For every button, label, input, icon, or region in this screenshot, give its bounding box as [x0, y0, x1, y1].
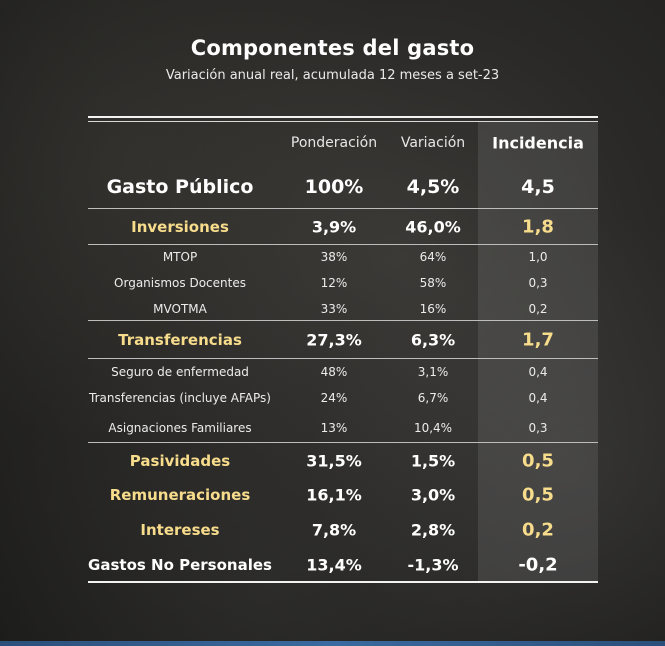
cell-incidencia: 0,2: [528, 302, 548, 316]
header-variacion: Variación: [400, 135, 466, 151]
cell-ponderacion: 27,3%: [306, 330, 362, 350]
cell-incidencia: 0,3: [528, 276, 548, 290]
cell-ponderacion: 33%: [320, 302, 348, 316]
row-label: Intereses: [140, 521, 220, 539]
table-bottom-rule: [88, 581, 598, 583]
header-ponderacion: Ponderación: [290, 135, 378, 151]
cell-variacion: 10,4%: [413, 421, 453, 435]
cell-incidencia: 4,5: [521, 176, 555, 198]
cell-ponderacion: 100%: [304, 176, 364, 198]
cell-incidencia: 0,5: [522, 484, 554, 506]
row-separator: [88, 358, 598, 359]
cell-incidencia: 1,7: [522, 329, 554, 351]
cell-incidencia: 1,8: [522, 216, 554, 238]
cell-ponderacion: 7,8%: [311, 520, 357, 540]
cell-variacion: 3,1%: [417, 365, 449, 379]
row-label: Remuneraciones: [109, 486, 251, 504]
cell-ponderacion: 16,1%: [306, 485, 362, 505]
cell-incidencia: 1,0: [528, 250, 548, 264]
cell-ponderacion: 48%: [320, 365, 348, 379]
table-top-rule: [88, 116, 598, 118]
cell-variacion: 58%: [419, 276, 447, 290]
cell-incidencia: 0,4: [528, 365, 548, 379]
row-label: Gastos No Personales: [88, 556, 272, 574]
cell-variacion: 3,0%: [410, 485, 456, 505]
cell-ponderacion: 24%: [320, 391, 348, 405]
cell-variacion: 64%: [419, 250, 447, 264]
row-label: Asignaciones Familiares: [108, 421, 252, 435]
header-incidencia: Incidencia: [492, 133, 584, 153]
cell-variacion: 6,3%: [410, 330, 456, 350]
chart-title: Componentes del gasto: [190, 36, 475, 60]
row-label: Seguro de enfermedad: [111, 365, 249, 379]
cell-variacion: 4,5%: [406, 176, 460, 198]
cell-incidencia: 0,4: [528, 391, 548, 405]
cell-variacion: 16%: [419, 302, 447, 316]
cell-ponderacion: 31,5%: [306, 451, 362, 471]
row-label: Transferencias: [118, 331, 242, 349]
chart-subtitle: Variación anual real, acumulada 12 meses…: [165, 68, 500, 83]
cell-ponderacion: 12%: [320, 276, 348, 290]
row-label: MVOTMA: [153, 302, 207, 316]
row-separator: [88, 442, 598, 443]
row-label: Pasividades: [129, 452, 231, 470]
row-label: Organismos Docentes: [114, 276, 246, 290]
row-separator: [88, 208, 598, 209]
row-label: Gasto Público: [106, 176, 254, 198]
cell-incidencia: 0,3: [528, 421, 548, 435]
row-separator: [88, 244, 598, 245]
cell-ponderacion: 13,4%: [306, 555, 362, 575]
cell-ponderacion: 13%: [320, 421, 348, 435]
cell-incidencia: 0,5: [522, 450, 554, 472]
cell-incidencia: 0,2: [522, 519, 554, 541]
bottom-accent-strip: [0, 641, 665, 646]
cell-variacion: 6,7%: [417, 391, 449, 405]
cell-variacion: 1,5%: [410, 451, 456, 471]
incidencia-column-highlight: [478, 121, 598, 582]
row-label: MTOP: [162, 250, 198, 264]
row-label: Inversiones: [131, 218, 229, 236]
cell-variacion: 2,8%: [410, 520, 456, 540]
row-separator: [88, 320, 598, 321]
cell-ponderacion: 38%: [320, 250, 348, 264]
table-top-rule-thin: [88, 121, 598, 122]
cell-incidencia: -0,2: [518, 554, 558, 576]
cell-variacion: 46,0%: [405, 217, 461, 237]
cell-ponderacion: 3,9%: [311, 217, 357, 237]
cell-variacion: -1,3%: [407, 555, 459, 575]
row-label: Transferencias (incluye AFAPs): [89, 391, 271, 405]
